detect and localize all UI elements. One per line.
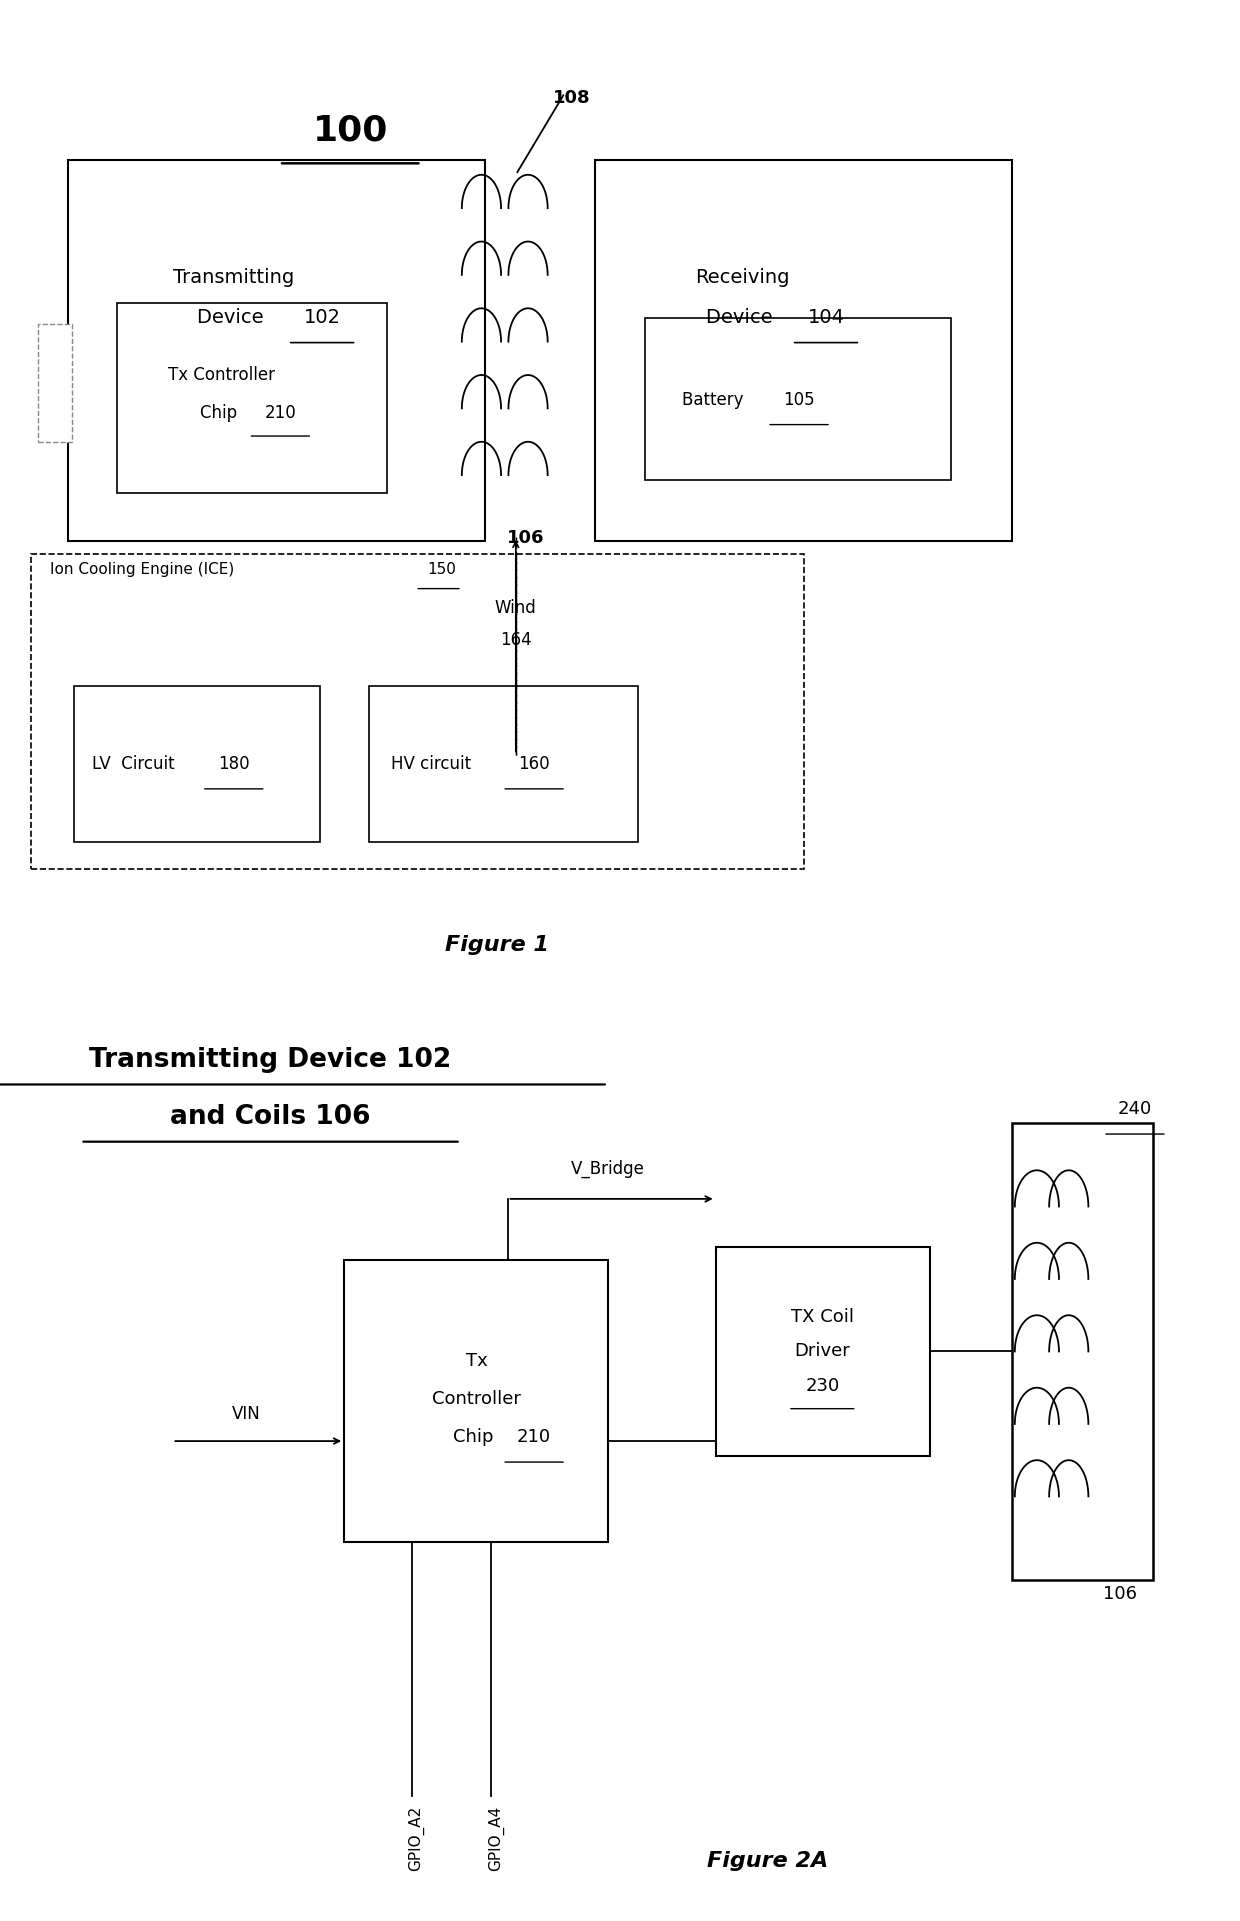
Text: Transmitting Device 102: Transmitting Device 102 (89, 1047, 451, 1072)
Text: GPIO_A2: GPIO_A2 (408, 1806, 424, 1871)
Text: Driver: Driver (795, 1343, 851, 1360)
FancyBboxPatch shape (31, 555, 804, 868)
Text: Chip: Chip (201, 403, 243, 423)
Text: 150: 150 (428, 563, 456, 576)
FancyBboxPatch shape (74, 686, 320, 841)
Text: GPIO_A4: GPIO_A4 (489, 1806, 505, 1871)
Text: Tx: Tx (466, 1352, 487, 1370)
FancyBboxPatch shape (595, 159, 1012, 542)
FancyBboxPatch shape (1012, 1122, 1153, 1581)
FancyBboxPatch shape (68, 159, 485, 542)
Text: 210: 210 (264, 403, 296, 423)
Text: HV circuit: HV circuit (391, 755, 476, 772)
Text: 230: 230 (805, 1377, 839, 1395)
Text: LV  Circuit: LV Circuit (92, 755, 180, 772)
Text: Device: Device (706, 307, 779, 327)
Text: 108: 108 (553, 90, 590, 108)
Text: 240: 240 (1117, 1101, 1152, 1118)
Text: V_Bridge: V_Bridge (570, 1158, 645, 1178)
Text: and Coils 106: and Coils 106 (170, 1105, 371, 1130)
Text: Controller: Controller (432, 1391, 521, 1408)
Text: 180: 180 (218, 755, 249, 772)
Text: Tx Controller: Tx Controller (167, 367, 275, 384)
FancyBboxPatch shape (645, 317, 951, 480)
Text: TX Coil: TX Coil (791, 1308, 854, 1325)
Text: Chip: Chip (454, 1429, 500, 1447)
Text: Battery: Battery (682, 390, 749, 409)
Text: 104: 104 (807, 307, 844, 327)
Text: Transmitting: Transmitting (174, 269, 294, 288)
Text: 106: 106 (507, 530, 544, 547)
Text: Ion Cooling Engine (ICE): Ion Cooling Engine (ICE) (50, 563, 239, 576)
Text: VIN: VIN (232, 1406, 260, 1423)
Text: Device: Device (197, 307, 270, 327)
FancyBboxPatch shape (37, 323, 72, 442)
Text: 106: 106 (1104, 1585, 1137, 1602)
Text: 210: 210 (517, 1429, 552, 1447)
Text: 100: 100 (312, 113, 388, 148)
FancyBboxPatch shape (368, 686, 639, 841)
Text: Wind: Wind (495, 599, 537, 617)
Text: 160: 160 (518, 755, 551, 772)
Text: Receiving: Receiving (696, 269, 790, 288)
FancyBboxPatch shape (715, 1247, 930, 1456)
FancyBboxPatch shape (345, 1260, 608, 1543)
FancyBboxPatch shape (118, 302, 387, 494)
Text: Figure 2A: Figure 2A (707, 1850, 828, 1871)
Text: Figure 1: Figure 1 (445, 936, 549, 955)
Text: 164: 164 (500, 632, 532, 649)
Text: 105: 105 (784, 390, 815, 409)
Text: 102: 102 (304, 307, 341, 327)
